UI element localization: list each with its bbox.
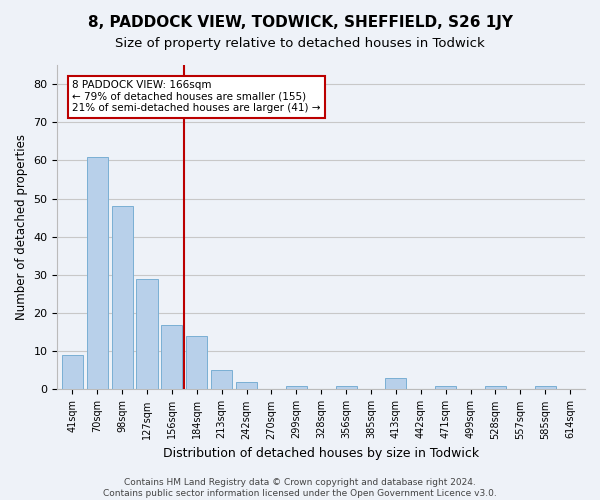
Text: Size of property relative to detached houses in Todwick: Size of property relative to detached ho… [115,38,485,51]
Bar [161,324,182,390]
Bar [86,156,108,390]
X-axis label: Distribution of detached houses by size in Todwick: Distribution of detached houses by size … [163,447,479,460]
Bar [335,386,356,390]
Bar [112,206,133,390]
Bar [435,386,456,390]
Text: Contains HM Land Registry data © Crown copyright and database right 2024.
Contai: Contains HM Land Registry data © Crown c… [103,478,497,498]
Bar [186,336,208,390]
Bar [236,382,257,390]
Text: 8, PADDOCK VIEW, TODWICK, SHEFFIELD, S26 1JY: 8, PADDOCK VIEW, TODWICK, SHEFFIELD, S26… [88,15,512,30]
Bar [286,386,307,390]
Text: 8 PADDOCK VIEW: 166sqm
← 79% of detached houses are smaller (155)
21% of semi-de: 8 PADDOCK VIEW: 166sqm ← 79% of detached… [73,80,321,114]
Bar [385,378,406,390]
Bar [485,386,506,390]
Bar [535,386,556,390]
Y-axis label: Number of detached properties: Number of detached properties [15,134,28,320]
Bar [62,355,83,390]
Bar [211,370,232,390]
Bar [136,279,158,390]
